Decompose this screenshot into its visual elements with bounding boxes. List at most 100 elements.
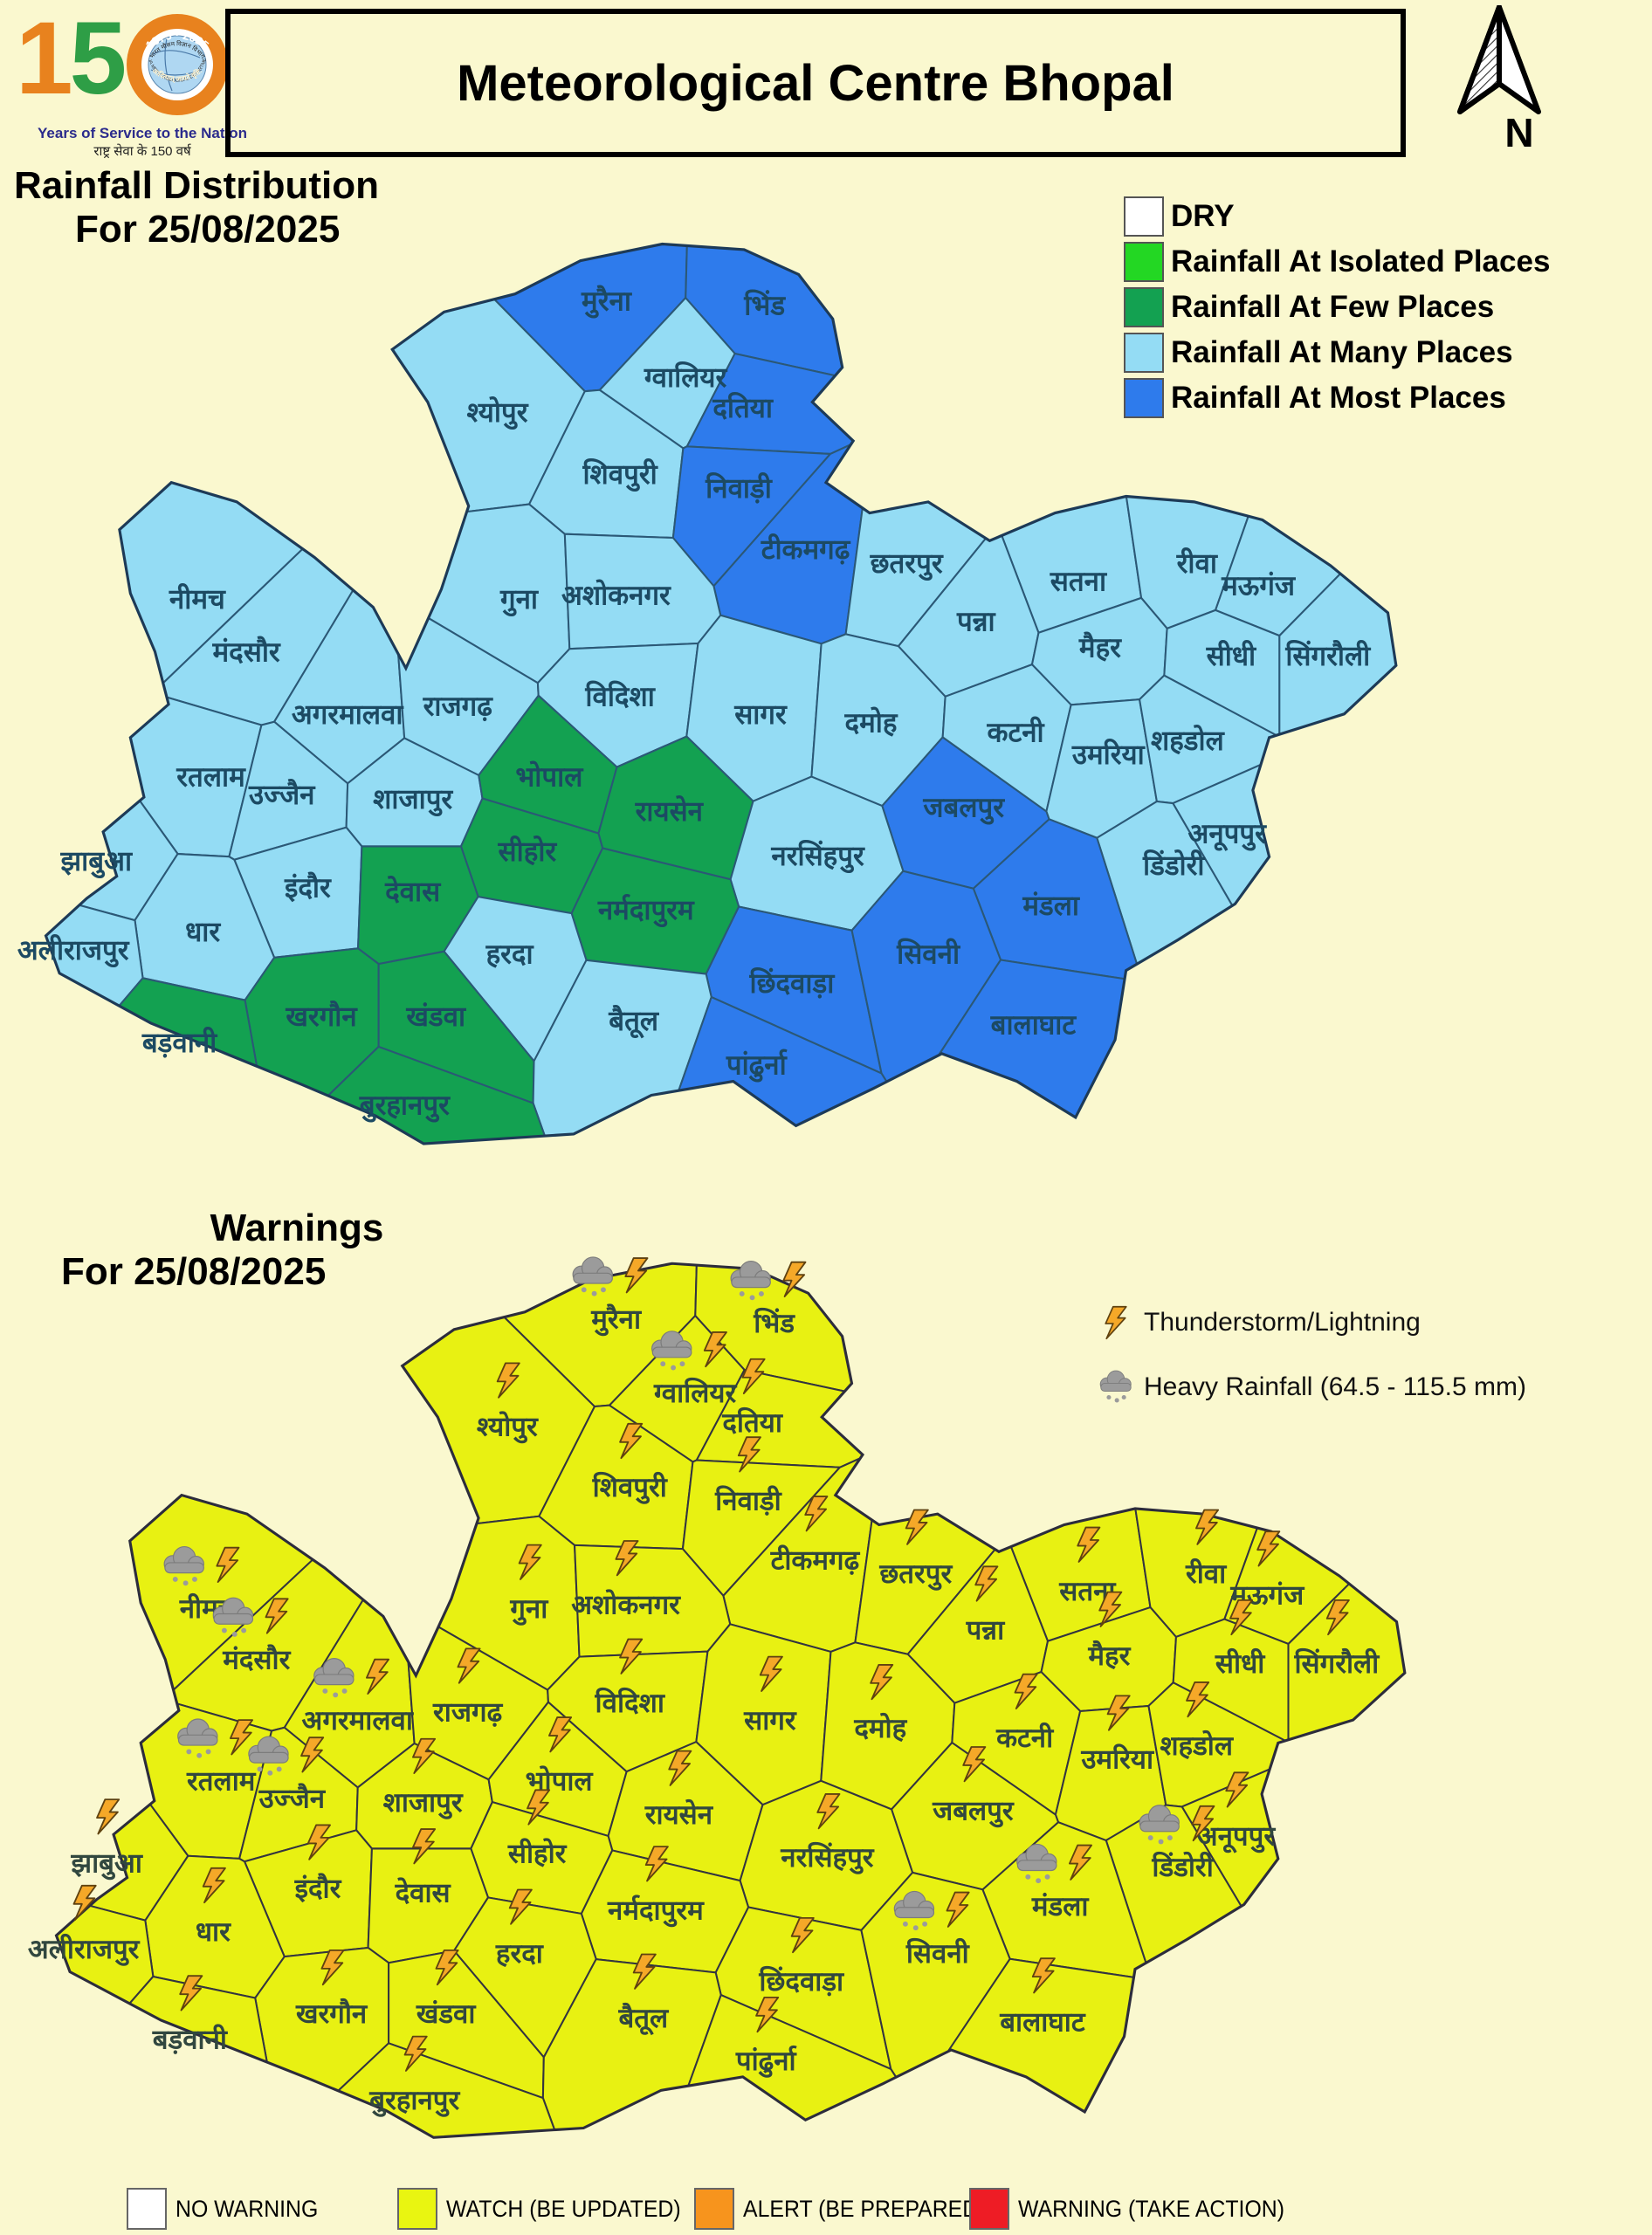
- legend-label: Rainfall At Isolated Places: [1171, 244, 1551, 279]
- warning-level-item: WARNING (TAKE ACTION): [969, 2188, 1308, 2230]
- district-label: हरदा: [485, 938, 535, 969]
- rainfall-distribution-map: मुरैना भिंड ग्वालियर श्योपुर दतिया शिवपुरी निव…: [17, 236, 1399, 1151]
- district-label: इंदौर: [284, 871, 332, 903]
- district-label: बालाघाट: [990, 1008, 1077, 1040]
- page-title: Meteorological Centre Bhopal: [457, 54, 1174, 112]
- lightning-icon: [1256, 1530, 1281, 1567]
- lightning-icon: [548, 1716, 573, 1753]
- lightning-icon: [508, 1888, 533, 1925]
- lightning-icon: [496, 1362, 520, 1399]
- district-label: रायसेन: [644, 1798, 714, 1830]
- district-label: उमरिया: [1071, 739, 1146, 770]
- district-label: निवाड़ी: [705, 472, 773, 504]
- district-label: अनूपपुर: [1197, 1821, 1277, 1854]
- district-label: रीवा: [1176, 547, 1219, 579]
- lightning-icon: [624, 1257, 649, 1294]
- district-label: बड़वानी: [141, 1027, 218, 1058]
- lightning-icon: [1325, 1599, 1350, 1636]
- district-label: उज्जैन: [248, 779, 316, 810]
- lightning-icon: [755, 1996, 780, 2033]
- district-label: देवास: [384, 876, 442, 907]
- legend-row-thunderstorm: Thunderstorm/Lightning: [1093, 1290, 1526, 1355]
- legend-label: ALERT (BE PREPARED): [743, 2195, 986, 2222]
- lightning-icon: [1093, 1303, 1139, 1342]
- district-label: धार: [185, 916, 221, 947]
- logo-digit-5: 5: [69, 1, 127, 116]
- legend-label: NO WARNING: [176, 2195, 319, 2222]
- district-label: राजगढ़: [423, 690, 493, 721]
- title-box: Meteorological Centre Bhopal: [225, 9, 1406, 157]
- lightning-icon: [403, 2035, 428, 2072]
- legend-label: Thunderstorm/Lightning: [1144, 1308, 1421, 1337]
- legend-swatch: [1124, 196, 1164, 237]
- lightning-icon: [632, 1953, 657, 1990]
- lightning-icon: [72, 1884, 97, 1922]
- lightning-icon: [1186, 1681, 1210, 1718]
- district-label: बुरहानपुर: [359, 1089, 451, 1122]
- lightning-icon: [615, 1540, 639, 1577]
- district-label: शहडोल: [1160, 1730, 1234, 1761]
- district-label: शहडोल: [1151, 725, 1225, 756]
- district-label: पन्ना: [956, 605, 996, 636]
- state-outline: [54, 1262, 1407, 2139]
- lightning-icon: [816, 1793, 841, 1830]
- district-label: भिंड: [753, 1307, 795, 1338]
- lightning-icon: [619, 1422, 644, 1460]
- lightning-icon: [435, 1949, 459, 1986]
- lightning-icon: [946, 1891, 970, 1928]
- lightning-icon: [96, 1798, 120, 1835]
- district-label: खंडवा: [405, 1001, 467, 1032]
- warnings-legend: Thunderstorm/Lightning Heavy Rainfall (6…: [1093, 1290, 1526, 1420]
- district-label: शिवपुरी: [592, 1471, 668, 1504]
- district-label: सिवनी: [896, 938, 961, 969]
- district-label: सागर: [733, 698, 788, 730]
- lightning-icon: [905, 1509, 929, 1545]
- lightning-icon: [1068, 1844, 1093, 1881]
- lightning-icon: [1195, 1509, 1220, 1545]
- lightning-icon: [202, 1867, 226, 1904]
- district-label: हरदा: [495, 1938, 544, 1969]
- district-label: अगरमालवा: [292, 698, 404, 730]
- district-label: अगरमालवा: [302, 1705, 414, 1736]
- district-label: सीहोर: [498, 836, 558, 867]
- district-label: जबलपुर: [922, 791, 1005, 824]
- north-arrow-icon: N: [1434, 4, 1565, 161]
- lightning-icon: [527, 1789, 551, 1826]
- district-label: ग्वालियर: [653, 1377, 738, 1408]
- district-label: डिंडोरी: [1142, 849, 1206, 881]
- district-label: उज्जैन: [258, 1783, 327, 1814]
- legend-label: DRY: [1171, 199, 1235, 233]
- district-label: श्योपुर: [467, 396, 529, 430]
- rain-cloud-icon: [212, 1597, 254, 1637]
- district-label: खरगौन: [285, 1001, 358, 1032]
- district-label: सिंगरौली: [1293, 1647, 1380, 1679]
- district-label: पांढुर्ना: [726, 1049, 788, 1082]
- district-label: डिंडोरी: [1151, 1851, 1214, 1882]
- lightning-icon: [412, 1737, 437, 1774]
- district-label: बालाघाट: [999, 2007, 1086, 2038]
- rain-cloud-icon: [572, 1256, 613, 1296]
- district-label: सीहोर: [507, 1838, 568, 1869]
- legend-swatch: [1124, 287, 1164, 327]
- district-label: सिवनी: [905, 1937, 970, 1969]
- lightning-icon: [1031, 1957, 1056, 1994]
- district-label: शाजापुर: [373, 783, 453, 816]
- legend-swatch: [127, 2188, 167, 2230]
- rain-cloud-icon: [1139, 1805, 1180, 1845]
- district-label: खंडवा: [416, 1998, 477, 2029]
- rain-cloud-icon: [893, 1890, 935, 1931]
- lightning-icon: [229, 1719, 254, 1756]
- district-label: शाजापुर: [383, 1787, 464, 1819]
- lightning-icon: [320, 1949, 345, 1986]
- district-label: जबलपुर: [932, 1795, 1015, 1827]
- district-label: इंदौर: [294, 1873, 342, 1904]
- district-label: कटनी: [995, 1722, 1054, 1753]
- lightning-icon: [962, 1746, 987, 1783]
- district-label: सतना: [1050, 565, 1108, 596]
- district-label: टीकमगढ़: [770, 1544, 861, 1576]
- district-label: अलीराजपुर: [17, 934, 130, 967]
- lightning-icon: [668, 1750, 692, 1786]
- district-label: गुना: [499, 583, 540, 616]
- rain-cloud-icon: [730, 1261, 771, 1301]
- lightning-icon: [759, 1655, 783, 1692]
